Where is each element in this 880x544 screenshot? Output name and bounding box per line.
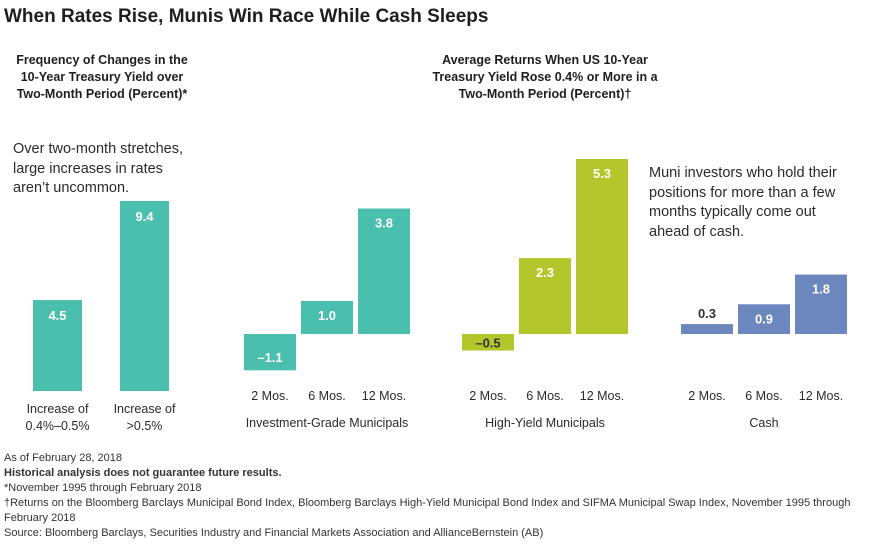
right-chart-title-line: Two-Month Period (Percent)† [458, 87, 632, 101]
return-bar [358, 208, 410, 334]
annotation-line: positions for more than a few [649, 184, 836, 201]
return-bar-value-label: 0.9 [755, 311, 773, 326]
return-bar [301, 300, 353, 334]
annotation-line: ahead of cash. [649, 223, 745, 240]
return-bar-value-label: 1.0 [318, 308, 336, 323]
return-category-label: 6 Mos. [745, 389, 783, 403]
return-category-label: 2 Mos. [688, 389, 726, 403]
annotation-line: Muni investors who hold their [649, 165, 837, 181]
return-category-label: 12 Mos. [362, 389, 406, 403]
freq-bar [120, 201, 169, 391]
return-bar [738, 304, 790, 334]
left-chart-annotation: Over two-month stretches, large increase… [13, 140, 213, 199]
return-bar [519, 258, 571, 334]
return-bar-value-label: 1.8 [812, 282, 830, 297]
annotation-line: months typically come out [649, 204, 816, 220]
return-category-label: 6 Mos. [526, 389, 564, 403]
annotation-line: large increases in rates [13, 160, 163, 177]
left-chart-title-line: Two-Month Period (Percent)* [16, 87, 188, 101]
return-bar [681, 324, 733, 334]
annotation-line: aren’t uncommon. [13, 180, 130, 196]
as-of-date: As of February 28, 2018 [4, 452, 123, 464]
footnote-star: *November 1995 through February 2018 [4, 482, 202, 494]
freq-bar-value-label: 4.5 [48, 308, 66, 323]
right-chart-title-line: Treasury Yield Rose 0.4% or More in a [432, 70, 658, 84]
source-note: Source: Bloomberg Barclays, Securities I… [4, 527, 544, 539]
return-category-label: 6 Mos. [308, 389, 346, 403]
return-category-label: 12 Mos. [799, 389, 843, 403]
charts-canvas: 4.5 Increase of 0.4%–0.5% 9.4 Increase of >0.… [26, 159, 847, 433]
group-label: Cash [749, 416, 778, 430]
return-bar-value-label: 2.3 [536, 265, 554, 280]
group-label: Investment-Grade Municipals [246, 416, 409, 430]
freq-category-label: Increase of [114, 402, 176, 416]
return-bar-value-label: 0.3 [698, 306, 716, 321]
left-chart-title: Frequency of Changes in the 10-Year Trea… [4, 52, 200, 103]
freq-bar-value-label: 9.4 [135, 209, 154, 224]
freq-category-label: 0.4%–0.5% [26, 419, 90, 433]
return-bar-value-label: 3.8 [375, 216, 393, 231]
page-title: When Rates Rise, Munis Win Race While Ca… [4, 6, 489, 27]
right-chart-title-line: Average Returns When US 10-Year [442, 53, 648, 67]
return-bar [795, 274, 847, 334]
left-chart-title-line: 10-Year Treasury Yield over [20, 70, 184, 84]
freq-category-label: Increase of [27, 402, 89, 416]
return-category-label: 2 Mos. [469, 389, 507, 403]
return-category-label: 2 Mos. [251, 389, 289, 403]
return-category-label: 12 Mos. [580, 389, 624, 403]
return-bar [576, 159, 628, 334]
annotation-line: Over two-month stretches, [13, 141, 184, 157]
return-bar [462, 334, 514, 351]
freq-bar [33, 300, 82, 391]
return-bar-value-label: 5.3 [593, 166, 611, 181]
return-bar-value-label: –1.1 [257, 350, 282, 365]
freq-category-label: >0.5% [127, 419, 163, 433]
group-label: High-Yield Municipals [485, 416, 605, 430]
return-bar [244, 334, 296, 371]
return-bar-value-label: –0.5 [475, 335, 500, 350]
footer-notes: As of February 28, 2018 Historical analy… [4, 451, 876, 541]
left-chart-title-line: Frequency of Changes in the [16, 53, 188, 67]
right-chart-annotation: Muni investors who hold their positions … [649, 164, 864, 242]
right-chart-title: Average Returns When US 10-Year Treasury… [410, 52, 680, 103]
footnote-dagger: †Returns on the Bloomberg Barclays Munic… [4, 497, 851, 524]
disclaimer: Historical analysis does not guarantee f… [4, 467, 282, 479]
